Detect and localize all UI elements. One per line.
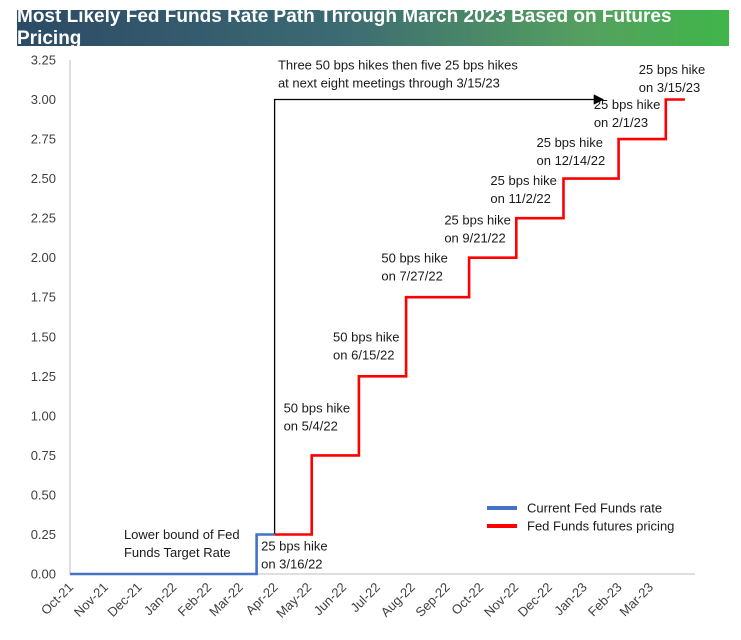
annotation-line: on 3/16/22 <box>261 556 322 571</box>
annotation-line: on 6/15/22 <box>333 348 394 363</box>
annotation-line: on 9/21/22 <box>444 230 505 245</box>
annotation-text: Three 50 bps hikes then five 25 bps hike… <box>278 57 518 90</box>
y-tick-label: 2.00 <box>31 250 56 265</box>
x-tick-label: Aug-22 <box>378 580 418 620</box>
annotation-text: 50 bps hike on 7/27/22 <box>381 250 448 283</box>
y-tick-label: 0.75 <box>31 448 56 463</box>
chart-title: Most Likely Fed Funds Rate Path Through … <box>17 6 729 49</box>
annotation-line: at next eight meetings through 3/15/23 <box>278 75 500 90</box>
y-tick-label: 3.25 <box>31 53 56 68</box>
y-tick-label: 0.00 <box>31 567 56 582</box>
x-tick-label: Nov-22 <box>481 580 521 620</box>
x-tick-label: Sep-22 <box>412 580 452 620</box>
y-tick-label: 0.25 <box>31 527 56 542</box>
y-tick-label: 2.50 <box>31 171 56 186</box>
series-line-futures-pricing <box>274 98 685 536</box>
x-tick-label: Mar-23 <box>616 580 656 620</box>
legend-label: Current Fed Funds rate <box>527 501 662 516</box>
annotation-line: 25 bps hike <box>537 135 604 150</box>
annotation-text: 25 bps hike on 3/15/23 <box>639 62 706 95</box>
x-tick-label: Oct-21 <box>38 580 76 618</box>
arrow-line <box>273 94 605 535</box>
x-tick-label: Jan-23 <box>551 580 590 619</box>
y-tick-label: 1.50 <box>31 329 56 344</box>
annotation-line: 50 bps hike <box>381 250 448 265</box>
x-tick-label: Dec-21 <box>104 580 144 620</box>
annotation-line: 25 bps hike <box>594 97 661 112</box>
annotation-line: on 3/15/23 <box>639 80 700 95</box>
annotation-text: 50 bps hike on 5/4/22 <box>284 401 351 434</box>
annotation-line: Lower bound of Fed <box>124 527 240 542</box>
annotation-text: 25 bps hike on 2/1/23 <box>594 97 661 130</box>
x-tick-label: Feb-23 <box>585 580 625 620</box>
x-tick-label: May-22 <box>273 580 314 621</box>
annotation-text: Lower bound of Fed Funds Target Rate <box>124 527 240 560</box>
y-tick-label: 1.00 <box>31 408 56 423</box>
annotation-line: 25 bps hike <box>490 173 557 188</box>
annotation-line: 25 bps hike <box>261 538 328 553</box>
x-tick-label: Mar-22 <box>206 580 246 620</box>
annotation-line: 25 bps hike <box>444 212 511 227</box>
y-tick-label: 1.75 <box>31 290 56 305</box>
annotation-line: 50 bps hike <box>333 330 400 345</box>
x-tick-label: Oct-22 <box>448 580 486 618</box>
y-tick-label: 2.75 <box>31 132 56 147</box>
annotation-line: 50 bps hike <box>284 401 351 416</box>
x-tick-label: Jun-22 <box>311 580 350 619</box>
annotation-line: on 11/2/22 <box>490 191 550 206</box>
annotation-line: 25 bps hike <box>639 62 706 77</box>
y-tick-label: 1.25 <box>31 369 56 384</box>
annotation-text: 50 bps hike on 6/15/22 <box>333 330 400 363</box>
annotation-line: on 2/1/23 <box>594 115 648 130</box>
annotation-text: 25 bps hike on 11/2/22 <box>490 173 557 206</box>
annotation-line: on 12/14/22 <box>537 153 606 168</box>
x-tick-label: Dec-22 <box>515 580 555 620</box>
legend-label: Fed Funds futures pricing <box>527 519 674 534</box>
annotation-text: 25 bps hike on 9/21/22 <box>444 212 511 245</box>
x-tick-label: Jan-22 <box>141 580 180 619</box>
y-tick-label: 3.00 <box>31 92 56 107</box>
annotation-line: on 7/27/22 <box>381 268 442 283</box>
annotation-line: Funds Target Rate <box>124 545 231 560</box>
series-line-current-rate <box>70 533 275 576</box>
x-tick-label: Nov-21 <box>71 580 111 620</box>
x-tick-label: Feb-22 <box>175 580 215 620</box>
annotation-line: on 5/4/22 <box>284 419 338 434</box>
annotation-text: 25 bps hike on 12/14/22 <box>537 135 606 168</box>
y-tick-label: 2.25 <box>31 211 56 226</box>
annotation-line: Three 50 bps hikes then five 25 bps hike… <box>278 57 518 72</box>
annotation-text: 25 bps hike on 3/16/22 <box>261 538 328 571</box>
chart-title-text: Most Likely Fed Funds Rate Path Through … <box>17 6 672 49</box>
y-tick-label: 0.50 <box>31 487 56 502</box>
